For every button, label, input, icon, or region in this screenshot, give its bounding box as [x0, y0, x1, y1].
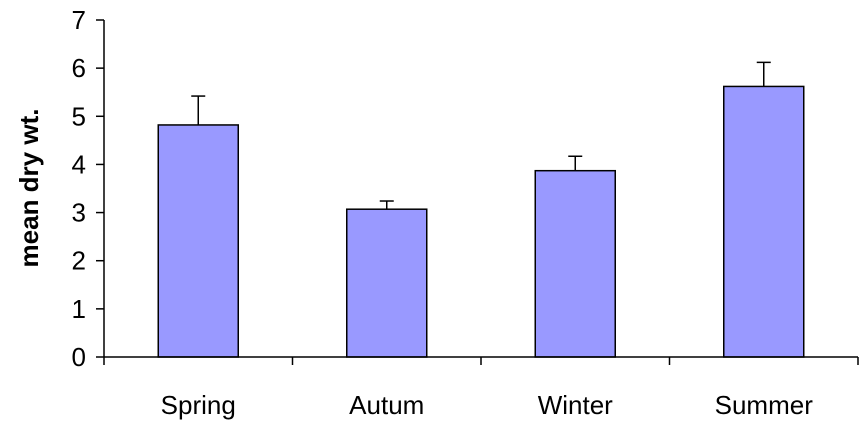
- x-tick-label-winter: Winter: [538, 390, 613, 420]
- x-tick-label-spring: Spring: [161, 390, 236, 420]
- y-tick-label-4: 4: [72, 149, 86, 179]
- bar-summer: [723, 85, 805, 358]
- y-axis-title: mean dry wt.: [14, 109, 44, 268]
- y-tick-label-3: 3: [72, 198, 86, 228]
- y-tick-label-6: 6: [72, 53, 86, 83]
- bars-layer: [157, 61, 805, 358]
- y-tick-label-0: 0: [72, 342, 86, 372]
- y-tick-label-1: 1: [72, 294, 86, 324]
- bar-spring: [157, 124, 239, 358]
- x-tick-label-summer: Summer: [715, 390, 814, 420]
- x-tick-label-autum: Autum: [349, 390, 424, 420]
- bar-winter: [534, 169, 616, 358]
- ticks-layer: 0 1 2 3 4 5 6 7 Spring Autum Winter Summer: [72, 5, 859, 420]
- y-tick-label-5: 5: [72, 101, 86, 131]
- y-tick-label-7: 7: [72, 5, 86, 35]
- bar-autum: [346, 208, 428, 358]
- y-tick-label-2: 2: [72, 246, 86, 276]
